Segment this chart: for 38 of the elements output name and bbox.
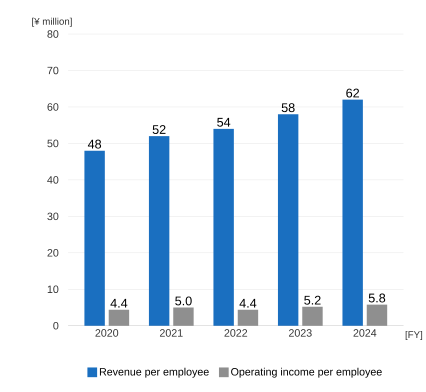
y-tick-label: 40 — [47, 176, 58, 184]
x-tick-label: 2022 — [224, 329, 248, 337]
data-label: 5.2 — [304, 296, 321, 305]
bar — [238, 310, 258, 326]
y-tick-label: 70 — [48, 66, 58, 74]
x-tick-label: 2024 — [354, 329, 376, 337]
legend-label: Operating income per employee — [231, 368, 382, 378]
bar — [366, 304, 388, 326]
data-label: 4.4 — [110, 298, 128, 308]
x-tick-label: 2020 — [95, 329, 118, 337]
bar — [148, 136, 170, 326]
x-tick-label: 2023 — [288, 329, 312, 337]
data-label: 52 — [152, 125, 166, 134]
x-tick-label: 2021 — [160, 329, 183, 337]
y-tick-label: 10 — [48, 286, 58, 294]
y-tick-label: 60 — [48, 103, 58, 111]
data-label: 48 — [88, 140, 102, 149]
y-tick-label: 0 — [53, 322, 58, 330]
data-label: 58 — [282, 103, 295, 112]
y-tick-label: 50 — [47, 140, 58, 148]
bar — [342, 100, 363, 326]
data-label: 62 — [346, 88, 360, 98]
y-tick-label: 30 — [47, 212, 58, 220]
data-label: 5.8 — [368, 294, 386, 303]
y-tick-label: 20 — [47, 249, 58, 257]
data-label: 54 — [217, 118, 230, 127]
bar — [173, 308, 194, 326]
bar — [278, 114, 298, 326]
bar — [108, 310, 130, 326]
bar — [84, 150, 105, 326]
bar — [302, 306, 323, 326]
data-label: 5.0 — [175, 296, 192, 306]
y-axis-title: [¥ million] — [32, 18, 72, 27]
bar — [213, 128, 234, 326]
data-label: 4.4 — [239, 298, 256, 308]
x-axis-title: [FY] — [406, 331, 422, 340]
y-tick-label: 80 — [47, 30, 58, 38]
legend-label: Revenue per employee — [100, 368, 209, 378]
